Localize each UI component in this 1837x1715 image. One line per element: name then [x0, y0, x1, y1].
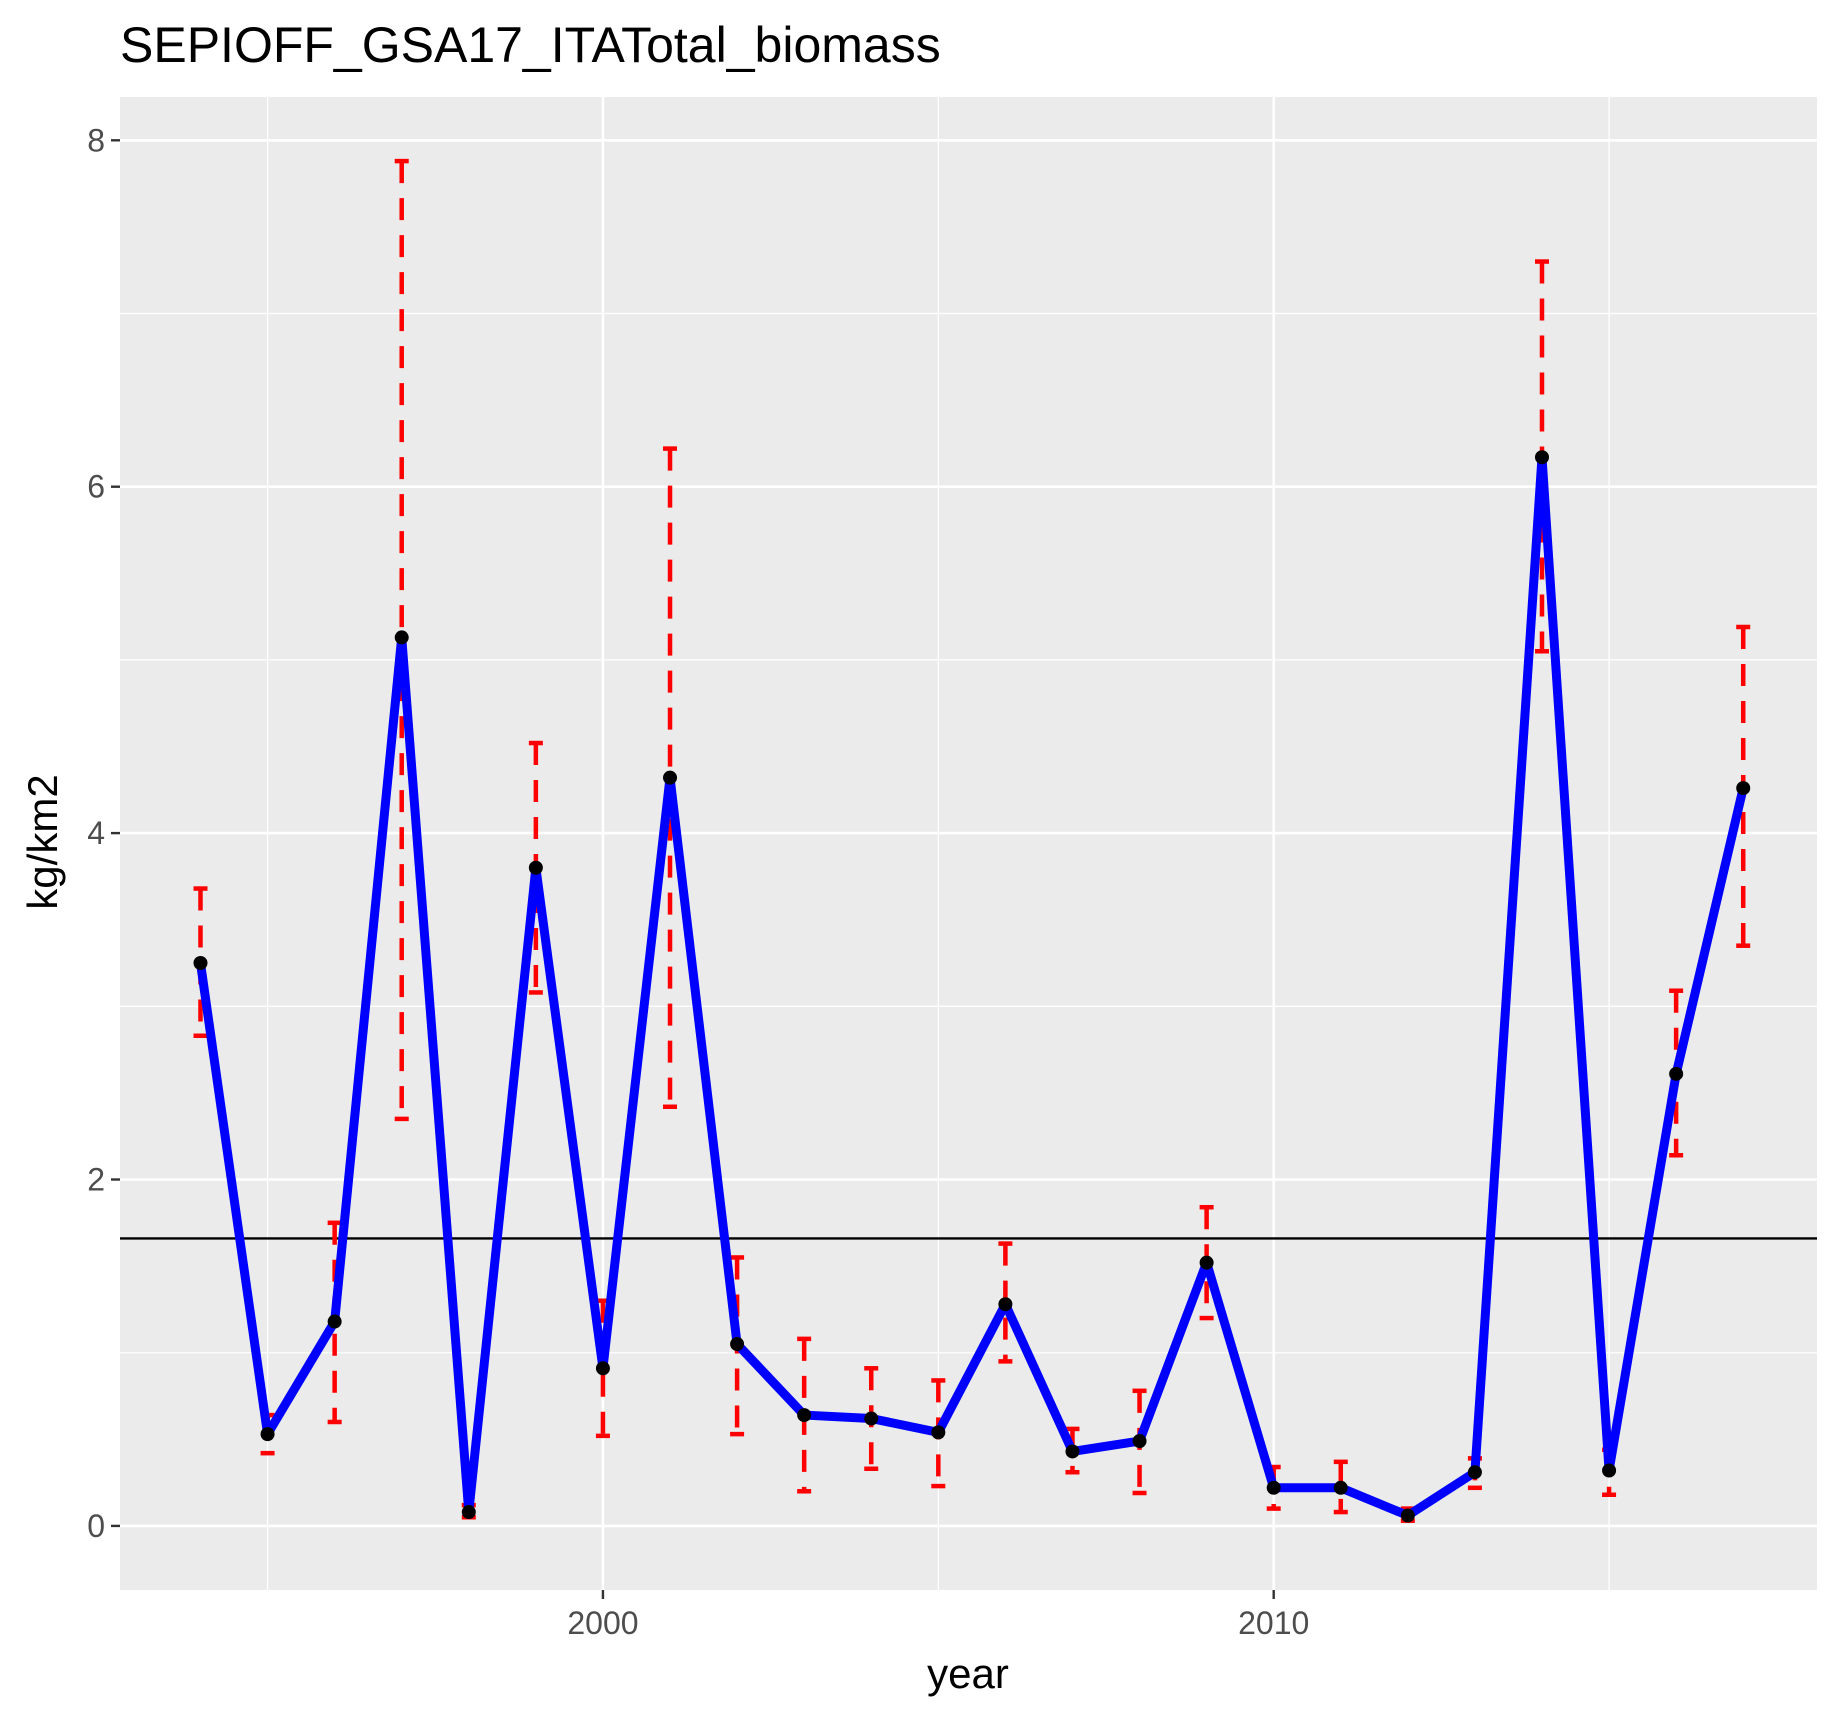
y-tick-label: 6 [87, 469, 105, 505]
data-point [1467, 1465, 1482, 1480]
x-axis-label: year [927, 1650, 1009, 1697]
y-tick-label: 8 [87, 122, 105, 158]
x-tick-label: 2000 [567, 1605, 638, 1641]
data-point [998, 1297, 1013, 1312]
data-point [864, 1411, 879, 1426]
data-point [931, 1425, 946, 1440]
series-line-group [195, 452, 1748, 1521]
y-tick-label: 2 [87, 1162, 105, 1198]
y-axis-label: kg/km2 [19, 774, 66, 909]
data-point [1266, 1480, 1281, 1495]
data-point [1400, 1508, 1415, 1523]
axis-ticks [111, 139, 1275, 1599]
data-point [595, 1361, 610, 1376]
data-point [1534, 450, 1549, 465]
y-tick-label: 0 [87, 1508, 105, 1544]
data-point [193, 956, 208, 971]
data-point [1065, 1444, 1080, 1459]
data-point [1132, 1434, 1147, 1449]
data-point [1669, 1066, 1684, 1081]
chart-title: SEPIOFF_GSA17_ITATotal_biomass [120, 17, 941, 73]
data-points [193, 450, 1751, 1523]
y-tick-label: 4 [87, 815, 105, 851]
data-point [528, 860, 543, 875]
data-point [663, 770, 678, 785]
data-point [260, 1427, 275, 1442]
data-point [1199, 1255, 1214, 1270]
tick-labels: 0 2 4 6 8 2000 2010 [87, 122, 1309, 1641]
data-point [730, 1337, 745, 1352]
grid-major [120, 97, 1817, 1590]
data-point [1602, 1463, 1617, 1478]
data-point [1736, 781, 1751, 796]
data-point [1333, 1480, 1348, 1495]
data-point [461, 1505, 476, 1520]
data-point [327, 1314, 342, 1329]
data-point [797, 1408, 812, 1423]
series-line [195, 452, 1748, 1521]
x-tick-label: 2010 [1238, 1605, 1309, 1641]
data-point [394, 630, 409, 645]
